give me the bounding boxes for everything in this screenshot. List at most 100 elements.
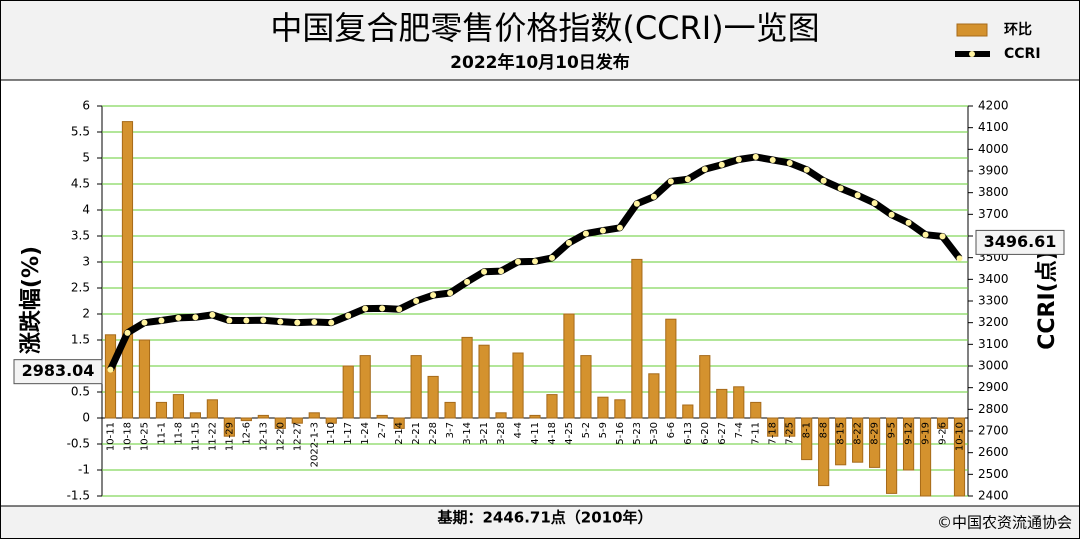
x-tick-label: 11-8 xyxy=(173,422,184,445)
bar xyxy=(919,417,932,497)
x-tick-label: 12-6 xyxy=(241,422,252,445)
x-tick-label: 8-1 xyxy=(802,422,813,438)
bar xyxy=(835,417,847,466)
x-tick-label: 3-21 xyxy=(479,422,490,445)
x-tick-label: 6-6 xyxy=(666,422,677,438)
bar xyxy=(342,365,354,419)
marker xyxy=(311,319,318,326)
marker xyxy=(820,177,827,184)
y-tick-label: -1.5 xyxy=(67,489,90,503)
y-tick-label: 3 xyxy=(82,255,90,269)
marker xyxy=(209,311,216,318)
y-tick-label: 2 xyxy=(82,307,90,321)
marker xyxy=(650,193,657,200)
x-tick-label: 5-23 xyxy=(632,422,643,445)
y-tick-label: 2.5 xyxy=(71,281,90,295)
x-tick-label: 9-12 xyxy=(904,422,915,445)
y-tick-label: -1 xyxy=(78,463,90,477)
x-tick-label: 6-13 xyxy=(683,422,694,445)
bar xyxy=(546,394,558,419)
marker xyxy=(871,200,878,207)
marker xyxy=(616,224,623,231)
bar xyxy=(359,355,371,419)
marker xyxy=(294,319,301,326)
marker xyxy=(718,161,725,168)
bar xyxy=(495,412,507,419)
marker xyxy=(141,319,148,326)
bar xyxy=(461,336,473,419)
x-tick-label: 11-1 xyxy=(156,422,167,445)
x-tick-label: 9-5 xyxy=(887,422,898,438)
marker xyxy=(769,156,776,163)
y-axis-label: 涨跌幅(%) xyxy=(19,246,44,354)
bar xyxy=(393,417,405,429)
x-tick-label: 9-19 xyxy=(921,422,932,445)
x-tick-label: 1-17 xyxy=(343,422,354,445)
bar xyxy=(274,417,286,429)
bar xyxy=(478,344,490,419)
x-tick-label: 2022-1-3 xyxy=(309,422,320,467)
legend-swatch xyxy=(956,23,988,37)
x-tick-label: 10-10 xyxy=(955,422,966,451)
bar xyxy=(138,339,151,419)
x-tick-label: 6-27 xyxy=(717,422,728,445)
bar xyxy=(597,396,609,419)
marker xyxy=(175,314,182,321)
bar xyxy=(444,401,456,419)
marker xyxy=(888,211,895,218)
x-tick-label: 2-7 xyxy=(377,422,388,438)
marker xyxy=(328,319,335,326)
x-tick-label: 9-26 xyxy=(938,422,949,445)
x-tick-label: 2-28 xyxy=(428,422,439,445)
y2-tick-label: 4000 xyxy=(978,142,1009,156)
bar xyxy=(410,355,422,419)
marker xyxy=(260,317,267,324)
x-tick-label: 5-9 xyxy=(598,422,609,438)
x-tick-label: 7-11 xyxy=(751,422,762,445)
bar xyxy=(750,401,762,419)
x-tick-label: 1-24 xyxy=(360,422,371,445)
marker xyxy=(582,230,589,237)
bar xyxy=(767,417,779,437)
x-tick-label: 10-25 xyxy=(139,422,150,451)
marker xyxy=(498,268,505,275)
bar xyxy=(427,375,439,419)
x-tick-label: 5-2 xyxy=(581,422,592,438)
legend-marker xyxy=(969,51,975,57)
bar xyxy=(614,399,626,419)
bar xyxy=(699,355,711,419)
x-tick-label: 2-14 xyxy=(394,422,405,445)
marker xyxy=(243,317,250,324)
marker xyxy=(922,231,929,238)
bar xyxy=(818,417,830,487)
marker xyxy=(158,317,165,324)
chart-subtitle: 2022年10月10日发布 xyxy=(450,52,630,73)
y2-tick-label: 2400 xyxy=(978,489,1009,503)
marker xyxy=(684,176,691,183)
marker xyxy=(226,317,233,324)
marker xyxy=(548,254,555,261)
marker xyxy=(956,255,963,262)
y-tick-label: 0.5 xyxy=(71,385,90,399)
x-tick-label: 8-8 xyxy=(819,422,830,438)
bar xyxy=(223,417,235,437)
y2-tick-label: 3900 xyxy=(978,164,1009,178)
bar xyxy=(885,417,898,494)
x-tick-label: 12-13 xyxy=(258,422,269,451)
bar xyxy=(869,417,881,468)
bar xyxy=(529,414,541,419)
marker xyxy=(430,292,437,299)
x-tick-label: 8-22 xyxy=(853,422,864,445)
y2-axis-label: CCRI(点) xyxy=(1034,250,1060,350)
y2-tick-label: 2700 xyxy=(978,424,1009,438)
bar xyxy=(682,404,694,419)
marker xyxy=(786,159,793,166)
marker xyxy=(599,227,606,234)
y2-tick-label: 2500 xyxy=(978,467,1009,481)
marker xyxy=(277,318,284,325)
data-label-box xyxy=(13,359,103,385)
x-tick-label: 10-18 xyxy=(122,422,133,451)
x-tick-label: 11-29 xyxy=(224,422,235,451)
bar xyxy=(580,355,592,419)
